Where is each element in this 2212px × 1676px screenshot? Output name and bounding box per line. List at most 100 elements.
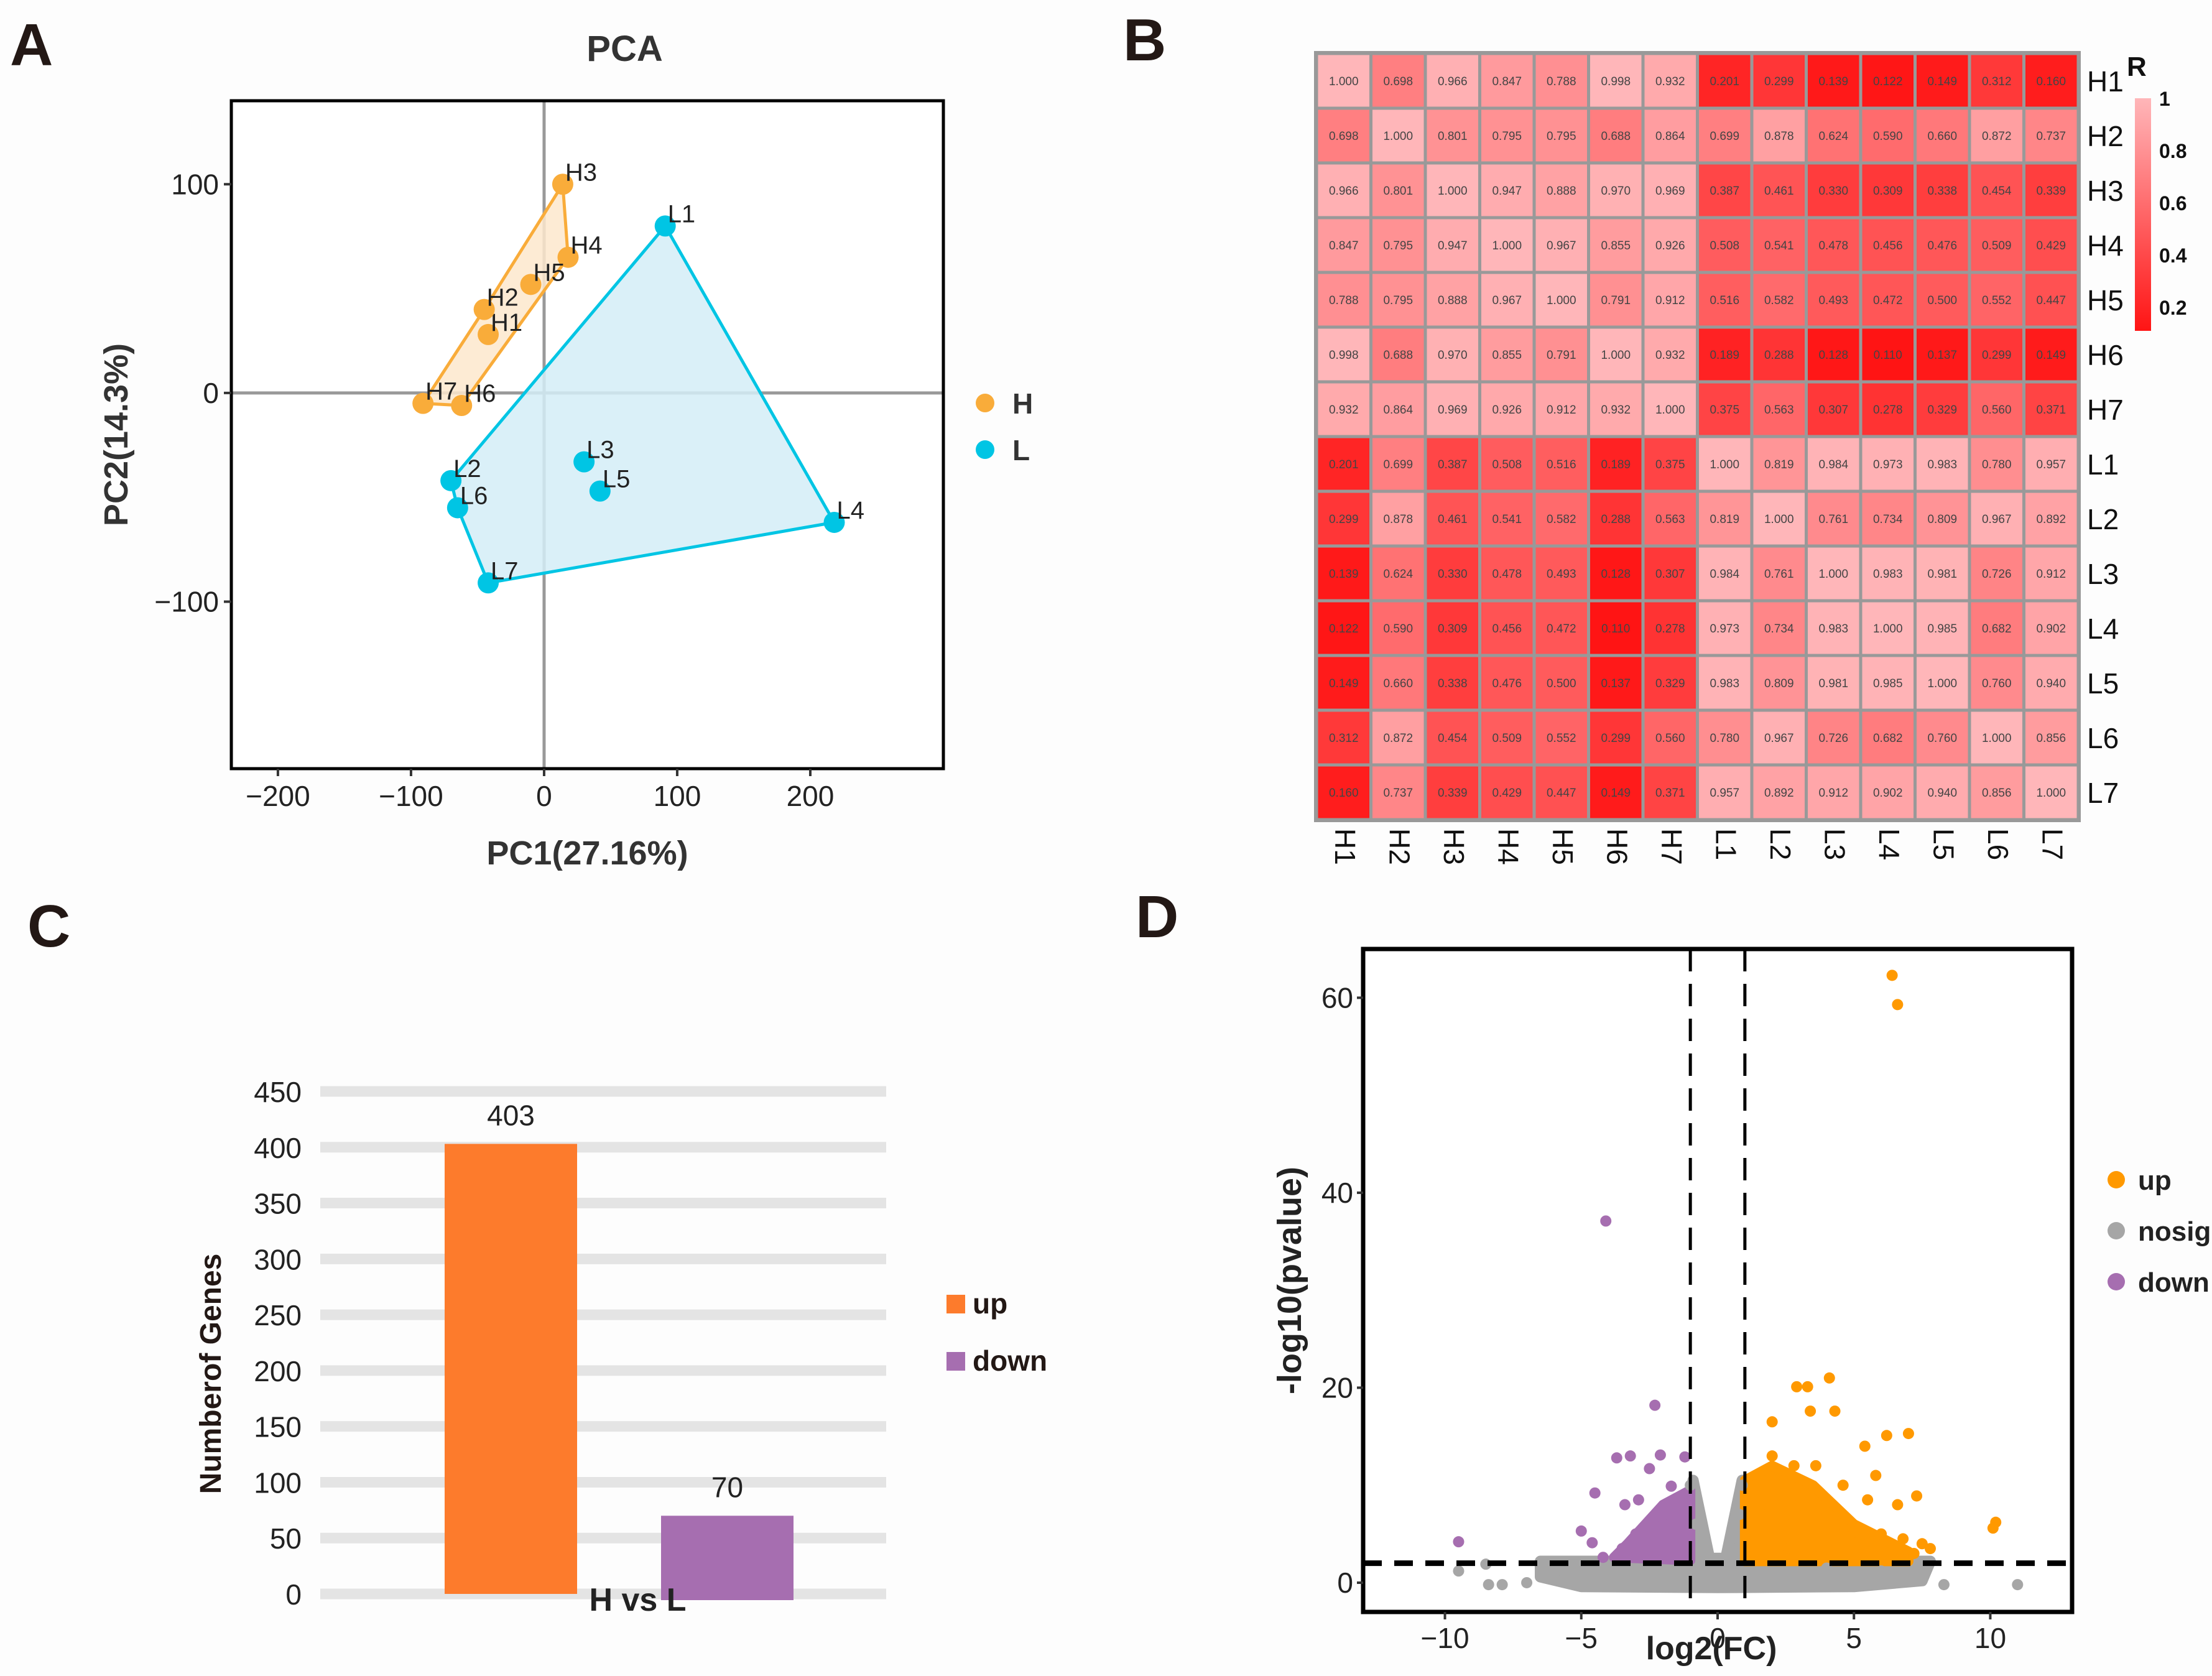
heatmap-cell-value: 0.760 [1982,677,2012,690]
heatmap-cell-value: 0.984 [1710,568,1739,581]
point-up [1886,970,1898,981]
heatmap-cell-value: 0.940 [1927,787,1957,800]
heatmap-cell [1481,657,1533,709]
point-down [1600,1215,1612,1227]
legend-marker-L [976,440,994,459]
heatmap-cell [1753,274,1805,326]
heatmap-cell-value: 0.966 [1438,75,1468,88]
heatmap-cell [1971,55,2022,107]
heatmap-cell-value: 0.299 [1764,75,1794,88]
heatmap-cell [1590,657,1642,709]
heatmap-cell-value: 1.000 [1383,130,1413,143]
heatmap-cell [1753,547,1805,600]
heatmap-cell [1644,164,1696,216]
point-label-L2: L2 [453,455,481,483]
heatmap-cell [1917,602,1968,654]
heatmap-cell [1699,274,1751,326]
heatmap-cell [1644,328,1696,381]
heatmap-cell-value: 0.926 [1492,404,1522,417]
point-nosig [1821,1562,1833,1574]
y-tick-label: 300 [254,1243,302,1276]
heatmap-cell-value: 1.000 [1873,623,1903,636]
point-up [1802,1381,1813,1392]
heatmap-cell [1427,274,1478,326]
point-nosig [1712,1567,1723,1579]
point-down [1657,1518,1669,1530]
heatmap-cell [1699,711,1751,764]
col-label: L7 [2036,828,2068,860]
heatmap-cell [1971,328,2022,381]
heatmap-cell-value: 0.189 [1601,458,1631,471]
heatmap-cell-value: 0.299 [1982,349,2012,362]
col-label: L6 [1982,828,2014,860]
heatmap-cell [1753,602,1805,654]
heatmap-cell-value: 0.855 [1601,239,1631,252]
heatmap-cell [1481,438,1533,490]
heatmap-cell-value: 0.969 [1438,404,1468,417]
y-tick-label: 100 [254,1466,302,1499]
point-down [1663,1509,1675,1521]
heatmap-cell [1753,438,1805,490]
heatmap-cell [1535,602,1587,654]
y-tick-label: 0 [285,1578,302,1611]
y-tick-label: 20 [1321,1371,1353,1404]
point-up [1987,1522,1999,1534]
heatmap-cell [1318,55,1369,107]
point-down [1630,1528,1642,1540]
heatmap-cell [1699,657,1751,709]
heatmap-cell-value: 1.000 [1601,349,1631,362]
point-down [1453,1536,1465,1548]
heatmap-cell-value: 0.957 [2036,458,2066,471]
heatmap-cell [1427,766,1478,818]
heatmap-cell-value: 0.472 [1873,294,1903,307]
heatmap-cell-value: 0.387 [1438,458,1468,471]
heatmap-cell-value: 0.698 [1329,130,1359,143]
heatmap-cell-value: 0.985 [1927,623,1957,636]
heatmap-cell [1862,657,1914,709]
point-nosig [1496,1579,1508,1591]
col-label: H4 [1492,828,1524,865]
heatmap-cell-value: 0.371 [2036,404,2066,417]
heatmap-cell-value: 0.737 [2036,130,2066,143]
point-up [1837,1479,1849,1491]
point-H6 [451,395,473,417]
heatmap-cell [1535,274,1587,326]
heatmap-cell [1753,711,1805,764]
point-nosig [1453,1565,1465,1577]
heatmap-cell-value: 0.902 [2036,623,2066,636]
point-up [1793,1499,1805,1511]
heatmap-cell [1427,164,1478,216]
heatmap-cell-value: 0.307 [1818,404,1848,417]
heatmap-cell-value: 0.128 [1601,568,1631,581]
heatmap-cell [1862,438,1914,490]
heatmap-cell [2025,766,2077,818]
heatmap-cell-value: 0.682 [1982,623,2012,636]
heatmap-cell-value: 0.476 [1927,239,1957,252]
col-label: L5 [1927,828,1960,860]
point-up [1802,1528,1813,1540]
heatmap-cell [1590,219,1642,271]
heatmap-cell-value: 1.000 [1982,732,2012,745]
heatmap-cell-value: 0.856 [2036,732,2066,745]
heatmap-cell [1644,493,1696,545]
heatmap-cell-value: 0.912 [2036,568,2066,581]
x-tick-label: 10 [1974,1622,2006,1654]
heatmap-cell [1590,493,1642,545]
heatmap-cell [1699,328,1751,381]
heatmap-cell [1590,711,1642,764]
heatmap-cell [2025,711,2077,764]
panel-label-b: B [1123,7,1167,73]
row-label: H1 [2087,65,2124,98]
heatmap-cell-value: 0.201 [1329,458,1359,471]
heatmap-cell-value: 0.500 [1927,294,1957,307]
heatmap-cell-value: 0.160 [2036,75,2066,88]
heatmap-cell [1808,547,1859,600]
heatmap-cell-value: 0.780 [1710,732,1739,745]
heatmap-cell-value: 0.872 [1982,130,2012,143]
heatmap-cell [1808,493,1859,545]
heatmap-cell-value: 0.698 [1383,75,1413,88]
heatmap-cell-value: 0.541 [1492,513,1522,526]
col-label: L3 [1818,828,1851,860]
point-down [1671,1538,1683,1550]
heatmap-cell-value: 0.387 [1710,185,1739,198]
